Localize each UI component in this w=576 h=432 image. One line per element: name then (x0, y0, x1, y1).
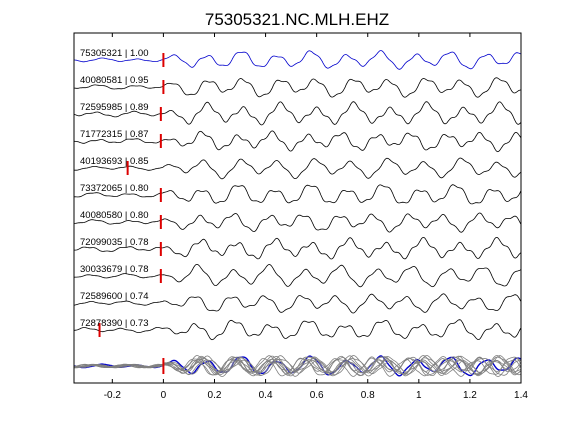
trace-line (74, 264, 521, 288)
trace-label: 71772315 | 0.87 (80, 129, 149, 140)
trace-line (74, 157, 521, 180)
trace-label: 40080581 | 0.95 (80, 75, 149, 86)
trace-label: 75305321 | 1.00 (80, 48, 149, 59)
x-tick-label: 1.4 (514, 390, 528, 401)
trace-line (74, 77, 521, 98)
trace-label: 72595985 | 0.89 (80, 102, 149, 113)
x-tick-label: 0.4 (259, 390, 273, 401)
trace-label: 30033679 | 0.78 (80, 264, 149, 275)
trace-line (74, 50, 521, 70)
trace-line (74, 236, 521, 260)
x-tick-label: 1 (416, 390, 422, 401)
trace-line (74, 293, 521, 314)
x-tick-label: 0.6 (310, 390, 324, 401)
stack-trace-line (74, 356, 521, 377)
stack-trace-line (74, 355, 521, 376)
axes-frame (73, 32, 522, 384)
x-tick-label: 0 (161, 390, 167, 401)
x-tick-label: 1.2 (463, 390, 477, 401)
chart-title: 75305321.NC.MLH.EHZ (205, 10, 389, 29)
trace-line (74, 212, 521, 233)
x-tick-label: 0.2 (208, 390, 222, 401)
trace-label: 73372065 | 0.80 (80, 183, 149, 194)
trace-line (74, 101, 521, 126)
trace-label: 72099035 | 0.78 (80, 237, 149, 248)
trace-label: 40193693 | 0.85 (80, 156, 149, 167)
trace-line (74, 319, 521, 341)
trace-label: 72878390 | 0.73 (80, 318, 149, 329)
trace-label: 72589600 | 0.74 (80, 291, 149, 302)
trace-line (74, 130, 521, 153)
trace-label: 40080580 | 0.80 (80, 210, 149, 221)
x-tick-label: 0.8 (361, 390, 375, 401)
trace-line (74, 184, 521, 205)
stack-trace-line (74, 355, 521, 377)
x-tick-label: -0.2 (104, 390, 122, 401)
